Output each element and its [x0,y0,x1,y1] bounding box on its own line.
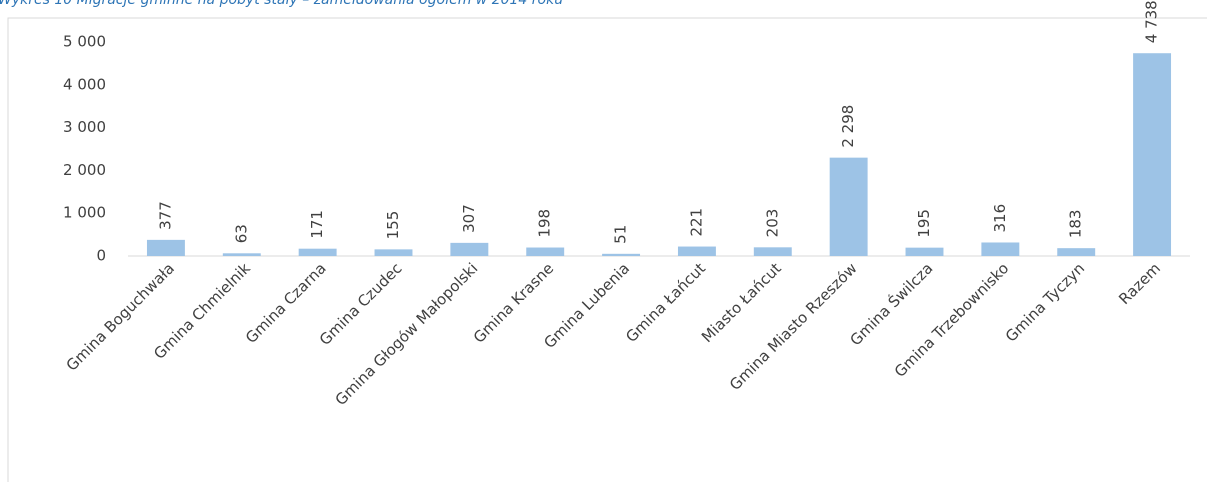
x-tick-label: Gmina Krasne [470,259,557,346]
data-label: 221 [687,208,705,237]
data-label: 183 [1067,210,1085,239]
bar [1133,53,1172,257]
bar [602,253,641,256]
data-label: 198 [536,209,554,238]
x-tick-label: Gmina Tyczyn [1002,259,1088,345]
data-label: 377 [156,201,174,230]
bar [753,247,792,256]
bar [829,157,868,256]
y-tick-label: 0 [96,247,106,265]
bar [526,247,565,256]
data-label: 155 [384,211,402,240]
data-label: 51 [612,225,630,244]
y-tick-label: 5 000 [63,33,106,51]
bar [677,246,716,256]
x-tick-label: Gmina Łańcut [622,259,709,346]
y-tick-label: 4 000 [63,75,106,93]
y-tick-label: 2 000 [63,161,106,179]
x-tick-label: Gmina Miasto Rzeszów [726,259,861,394]
x-tick-label: Gmina Czarna [242,259,330,347]
x-tick-label: Miasto Łańcut [698,259,785,346]
y-tick-label: 3 000 [63,118,106,136]
bar [146,239,185,256]
x-tick-label: Gmina Głogów Małopolski [332,259,482,409]
bar [222,253,261,256]
y-tick-label: 1 000 [63,204,106,222]
chart-title: Wykres 10 Migracje gminne na pobyt stały… [0,0,563,8]
data-label: 203 [763,209,781,238]
bar [298,248,337,256]
data-label: 63 [232,224,250,243]
data-label: 2 298 [839,105,857,148]
data-label: 316 [991,204,1009,233]
bar [450,242,489,256]
bar [1057,248,1096,256]
chart-frame [7,17,1207,482]
data-label: 307 [460,204,478,233]
bar [374,249,413,256]
data-label: 4 738 [1143,0,1161,43]
bar [981,242,1020,256]
x-tick-label: Razem [1115,259,1164,308]
bar [905,247,944,256]
data-label: 171 [308,210,326,239]
data-label: 195 [915,209,933,238]
